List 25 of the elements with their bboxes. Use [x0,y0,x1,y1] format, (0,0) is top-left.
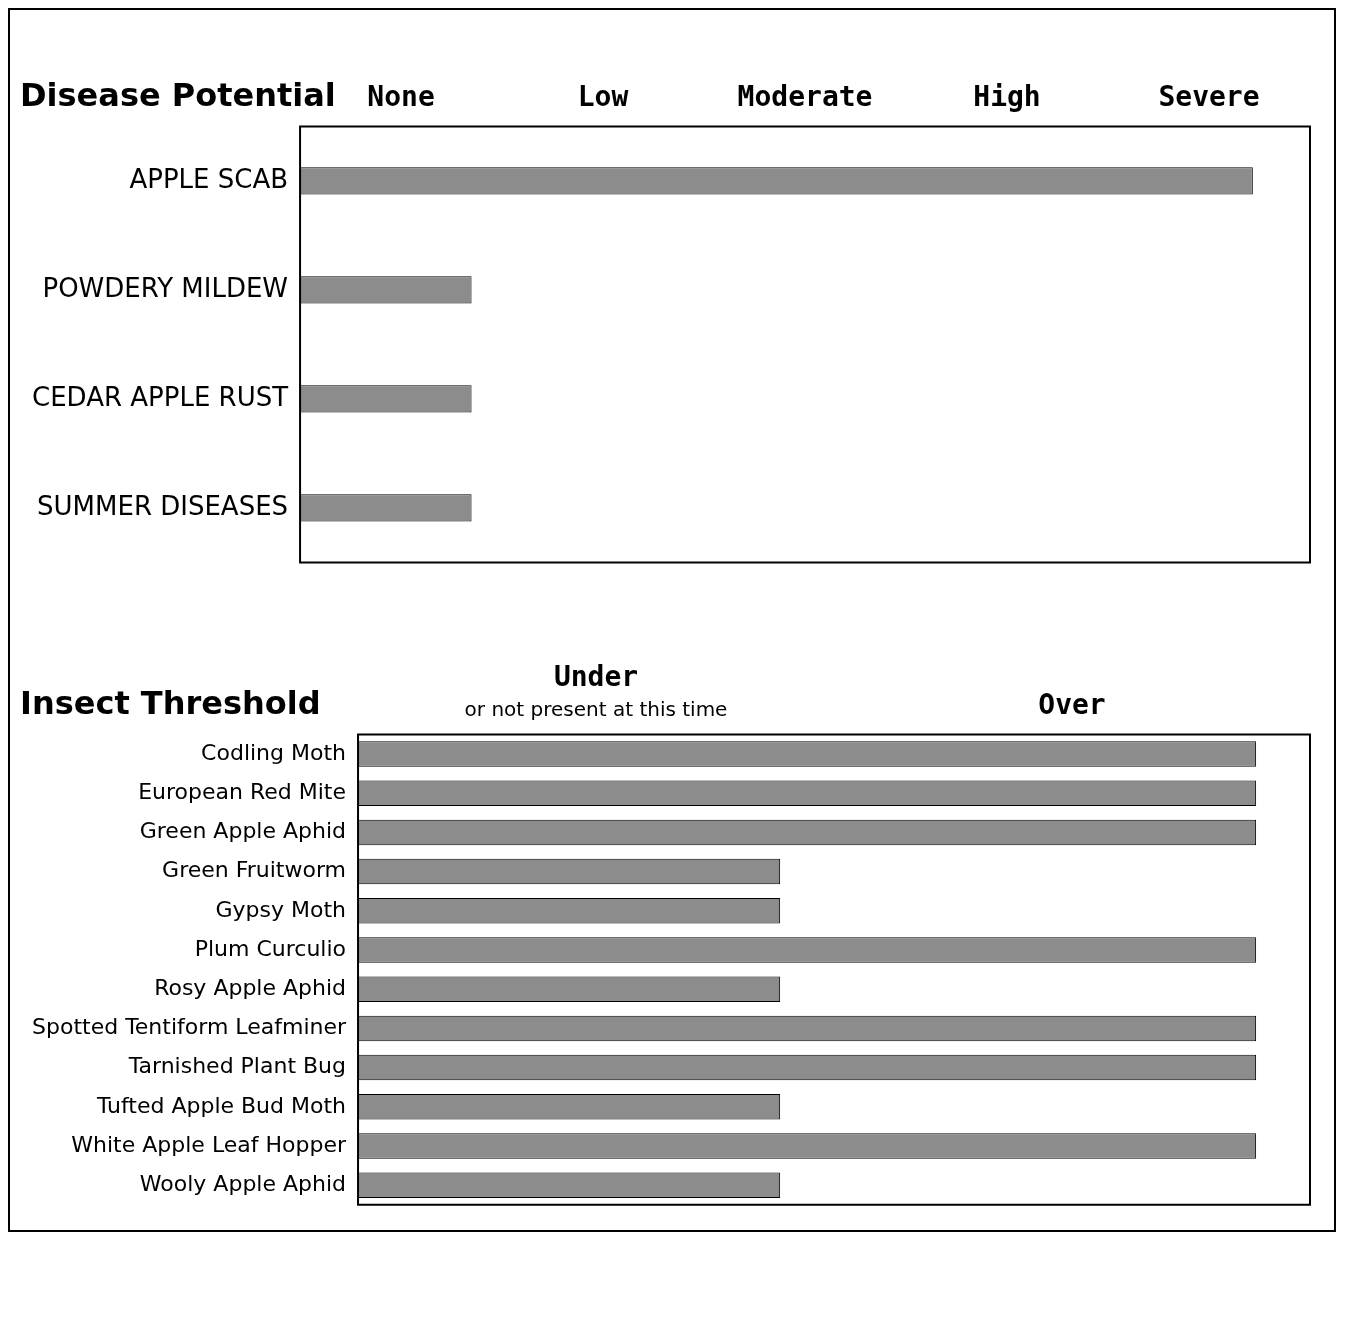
chart-title: Disease Potential [20,75,336,114]
y-tick-label: Wooly Apple Aphid [139,1170,347,1196]
y-tick-label: Rosy Apple Aphid [154,974,347,1000]
text: High [973,79,1041,113]
y-tick-label: SUMMER DISEASES [37,490,289,521]
y-tick-label: Codling Moth [201,739,347,765]
y-tick-label: Gypsy Moth [215,896,347,922]
text: Over [1038,687,1106,721]
y-tick-label: Spotted Tentiform Leafminer [31,1014,347,1040]
y-tick-label: CEDAR APPLE RUST [31,381,289,412]
chart-title: Insect Threshold [20,683,321,722]
text: Low [577,79,629,113]
y-tick-label: Green Fruitworm [162,857,347,883]
y-tick-label: White Apple Leaf Hopper [71,1131,347,1157]
y-tick-label: Green Apple Aphid [139,818,347,844]
y-tick-label: APPLE SCAB [129,163,289,194]
text: Under or not present at this time [464,659,728,721]
y-tick-label: Tufted Apple Bud Moth [95,1092,347,1118]
text: Moderate [737,79,873,113]
y-tick-label: POWDERY MILDEW [42,272,289,303]
text: None [367,79,435,113]
y-tick-label: Plum Curculio [194,935,347,961]
y-tick-label: Tarnished Plant Bug [127,1053,347,1079]
text: Severe [1158,79,1260,113]
y-tick-label: European Red Mite [138,778,347,804]
